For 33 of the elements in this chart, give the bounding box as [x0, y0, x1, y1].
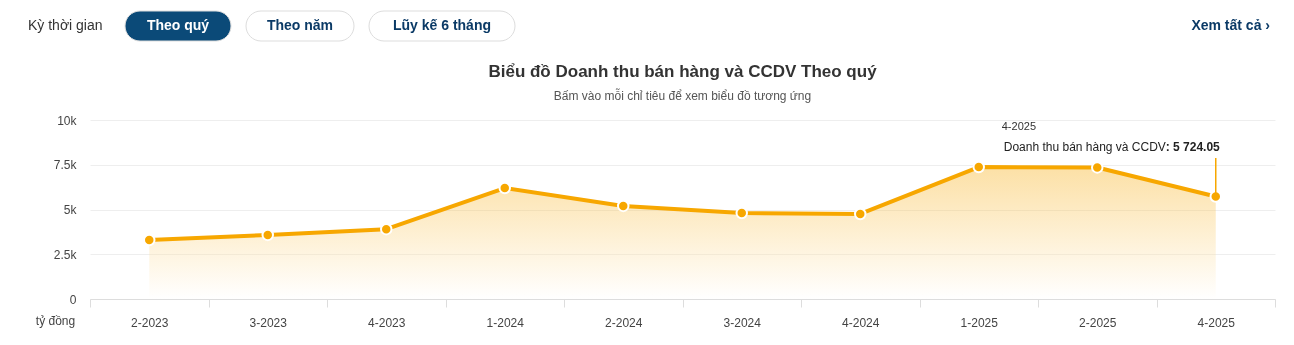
y-tick-label: 2.5k: [53, 247, 78, 262]
point: [498, 181, 511, 195]
x-tick-label: 4-2025: [1197, 315, 1236, 330]
x-tick-label: 2-2024: [605, 315, 643, 330]
annotation: : 5 724.05: [1165, 139, 1221, 154]
text: Lũy kế 6 tháng: [392, 17, 492, 33]
point: [261, 228, 274, 242]
series-label: Doanh thu bán hàng và CCDV: [1003, 139, 1166, 154]
x-tick-label: 3-2023: [249, 315, 288, 330]
y-tick-label: 5k: [63, 203, 78, 217]
point: [972, 160, 985, 174]
y-tick-label: 0: [69, 292, 77, 307]
point: [854, 207, 867, 221]
text: Kỳ thời gian: [28, 17, 103, 33]
text: Theo quý: [146, 17, 210, 33]
chart-subtitle: Bấm vào mỗi chỉ tiêu để xem biểu đồ tương ứng: [553, 88, 812, 103]
x-tick-label: 3-2024: [723, 315, 762, 330]
x-tick-label: 2-2023: [131, 315, 169, 330]
point: [143, 233, 156, 247]
y-tick-label: 10k: [57, 113, 78, 128]
y-tick-label: 7.5k: [53, 158, 78, 173]
y-axis-title: tỷ đồng: [35, 313, 76, 328]
point: [617, 199, 630, 213]
x-tick-label: 1-2025: [960, 315, 999, 330]
annotation: 4-2025: [1001, 119, 1037, 132]
x-tick-label: 4-2024: [842, 315, 880, 330]
text: Xem tất cả ›: [1191, 17, 1271, 33]
x-tick-label: 2-2025: [1079, 315, 1117, 330]
point: [735, 206, 748, 220]
chart-title: Biểu đồ Doanh thu bán hàng và CCDV Theo quý: [488, 62, 878, 81]
x-tick-label: 4-2023: [368, 315, 406, 330]
text: Theo năm: [266, 17, 334, 33]
x-tick-label: 1-2024: [486, 315, 525, 330]
